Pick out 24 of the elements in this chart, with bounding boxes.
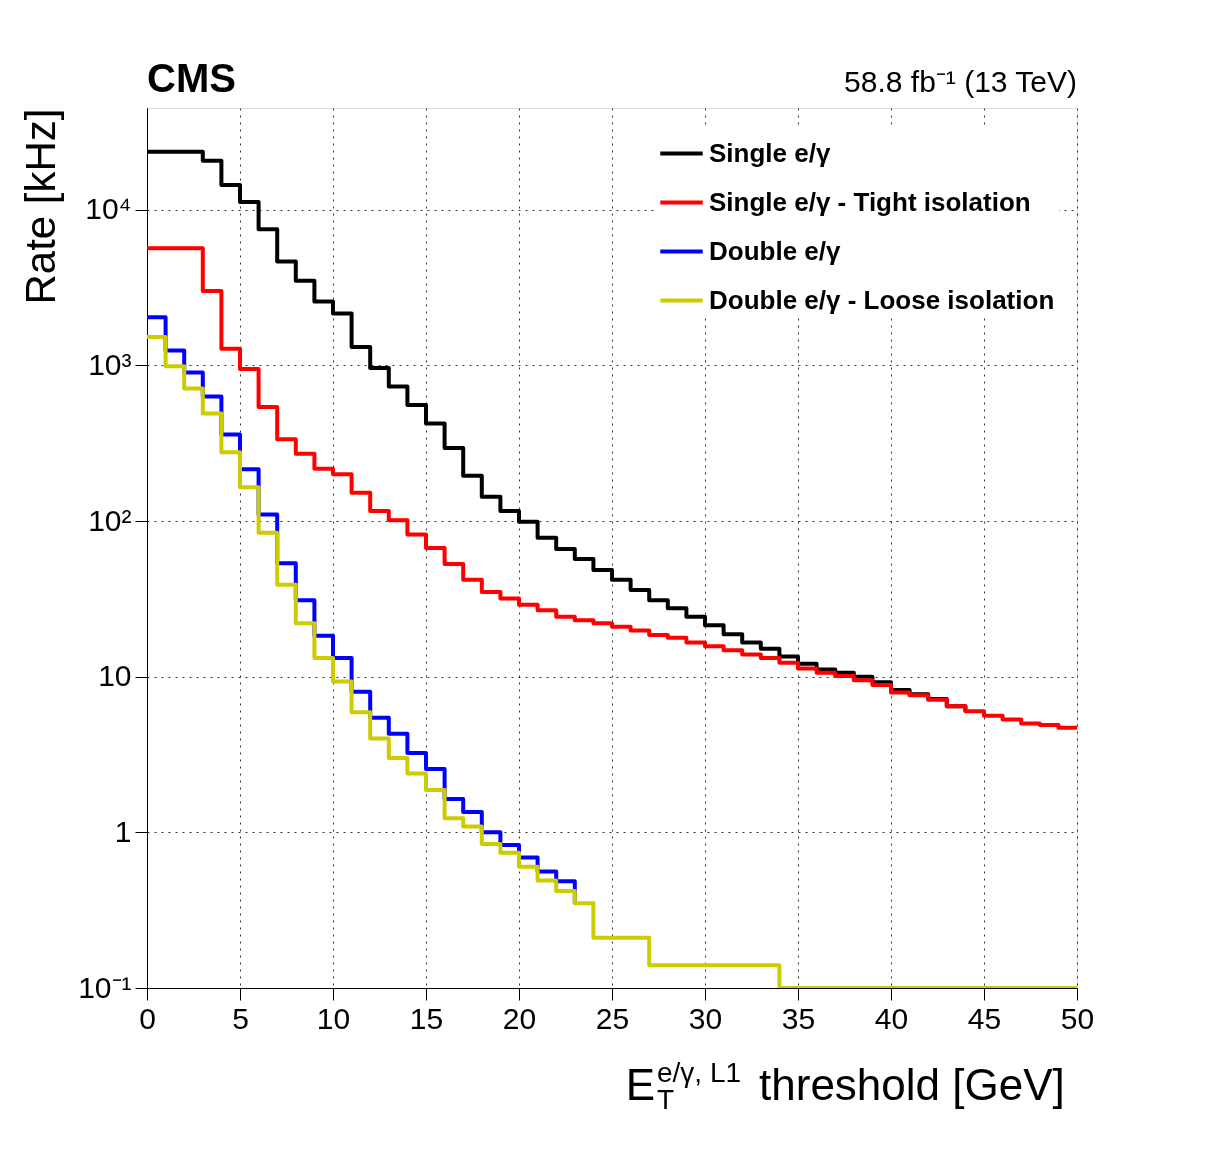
legend-label: Single e/γ	[709, 137, 831, 168]
y-tick-label: 10⁻¹	[78, 970, 132, 1004]
y-tick-label: 10²	[88, 503, 132, 537]
x-tick-label: 40	[874, 1001, 909, 1035]
x-tick-label: 35	[781, 1001, 816, 1035]
x-tick-label: 0	[139, 1001, 156, 1035]
y-tick-label: 10³	[88, 347, 132, 381]
chart-title: CMS	[147, 56, 236, 100]
x-tick-label: 10	[316, 1001, 351, 1035]
y-tick-label: 10	[98, 659, 132, 693]
x-tick-label: 45	[967, 1001, 1002, 1035]
x-tick-label: 50	[1060, 1001, 1095, 1035]
legend-label: Double e/γ - Loose isolation	[709, 284, 1055, 315]
x-tick-label: 5	[232, 1001, 249, 1035]
y-tick-label: 10⁴	[85, 192, 132, 226]
x-tick-label: 15	[409, 1001, 444, 1035]
y-tick-label: 1	[114, 814, 132, 848]
x-tick-label: 20	[502, 1001, 537, 1035]
y-axis-title: Rate [kHz]	[17, 108, 65, 305]
x-tick-label: 25	[595, 1001, 630, 1035]
legend-label: Double e/γ	[709, 235, 842, 266]
x-tick-label: 30	[688, 1001, 723, 1035]
chart-subtitle: 58.8 fb⁻¹ (13 TeV)	[844, 65, 1077, 98]
legend-label: Single e/γ - Tight isolation	[709, 186, 1031, 217]
